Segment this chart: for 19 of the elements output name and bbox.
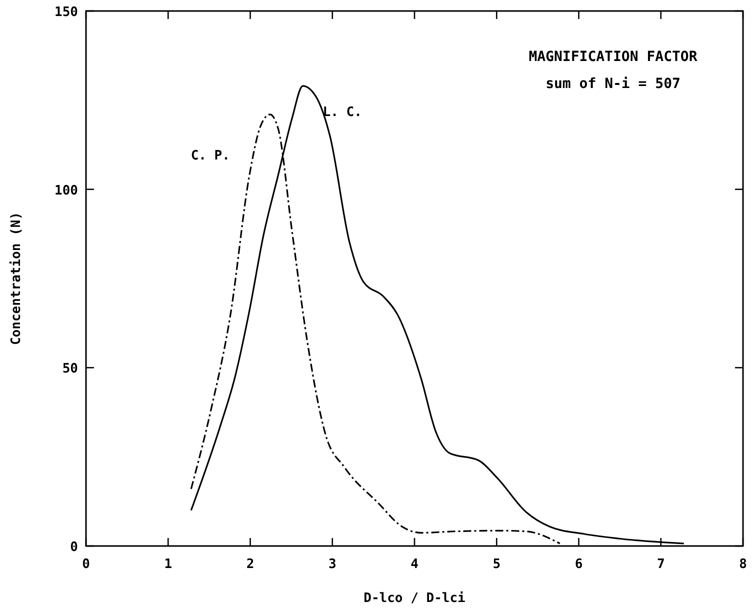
y-axis-title: Concentration (N) xyxy=(9,212,24,346)
x-tick-label: 0 xyxy=(82,557,90,572)
x-tick-label: 4 xyxy=(410,557,419,572)
x-tick-label: 2 xyxy=(246,557,254,572)
y-tick-label: 150 xyxy=(54,5,78,20)
x-tick-label: 8 xyxy=(739,557,748,572)
annotation: MAGNIFICATION FACTOR xyxy=(528,49,698,65)
y-tick-label: 0 xyxy=(70,540,78,555)
y-tick-label: 100 xyxy=(54,183,78,198)
x-tick-label: 1 xyxy=(164,557,172,572)
x-tick-label: 6 xyxy=(574,557,583,572)
x-tick-label: 7 xyxy=(656,557,665,572)
series-label: C. P. xyxy=(190,148,230,164)
y-tick-label: 50 xyxy=(62,362,78,377)
series-label: L. C. xyxy=(322,104,362,120)
x-tick-label: 5 xyxy=(492,557,501,572)
x-tick-label: 3 xyxy=(328,557,336,572)
x-axis-title: D-lco / D-lci xyxy=(364,591,466,606)
annotation: sum of N-i = 507 xyxy=(546,76,680,92)
